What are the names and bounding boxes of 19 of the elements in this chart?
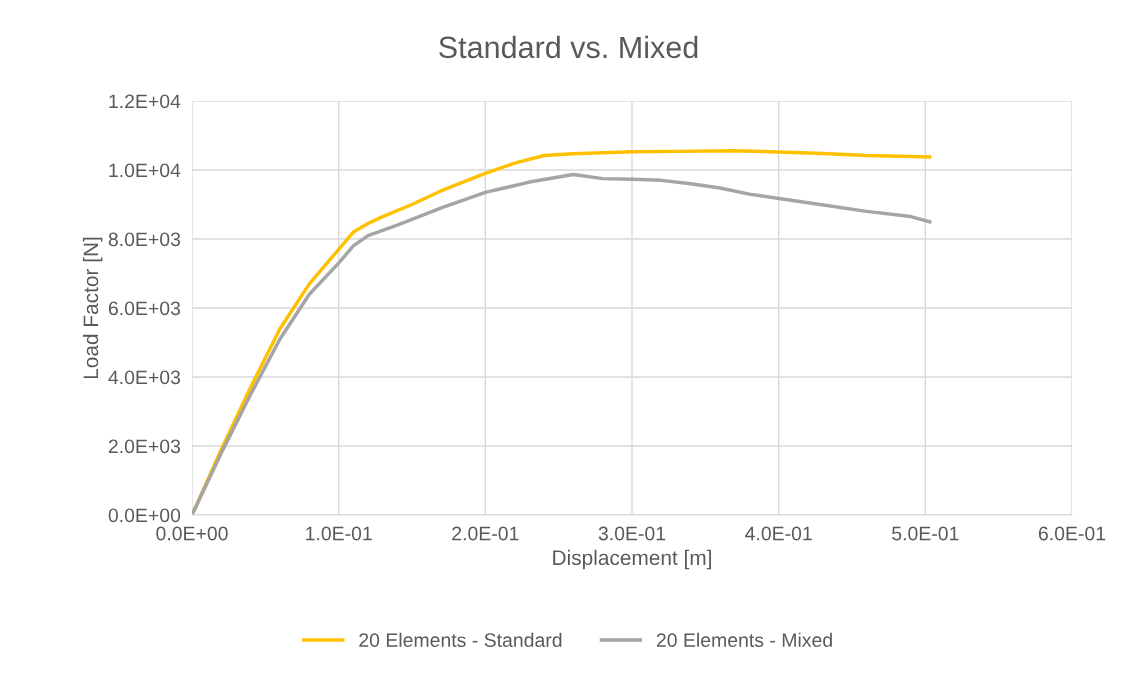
x-tick-label: 2.0E-01 — [452, 526, 519, 541]
x-tick-label: 1.0E-01 — [306, 526, 372, 541]
y-axis-title: Load Factor [N] — [82, 237, 103, 379]
y-tick-label: 4.0E+03 — [108, 370, 181, 385]
x-tick-label: 6.0E-01 — [1038, 526, 1106, 541]
y-tick-label: 1.2E+04 — [109, 94, 181, 109]
y-tick-label: 6.0E+03 — [108, 301, 181, 316]
x-axis-title: Displacement [m] — [553, 549, 711, 570]
x-tick-label: 3.0E-01 — [598, 526, 666, 541]
y-tick-label: 1.0E+04 — [109, 163, 181, 178]
chart-title: Standard vs. Mixed — [439, 35, 698, 59]
x-tick-label: 0.0E+00 — [156, 526, 228, 541]
legend-label: 20 Elements - Standard — [359, 632, 562, 648]
x-tick-label: 5.0E-01 — [892, 526, 959, 541]
x-tick-label: 4.0E-01 — [745, 526, 812, 541]
legend-label: 20 Elements - Mixed — [656, 632, 832, 648]
y-tick-label: 2.0E+03 — [108, 439, 181, 454]
y-tick-label: 8.0E+03 — [108, 232, 181, 247]
y-tick-label: 0.0E+00 — [108, 508, 181, 523]
